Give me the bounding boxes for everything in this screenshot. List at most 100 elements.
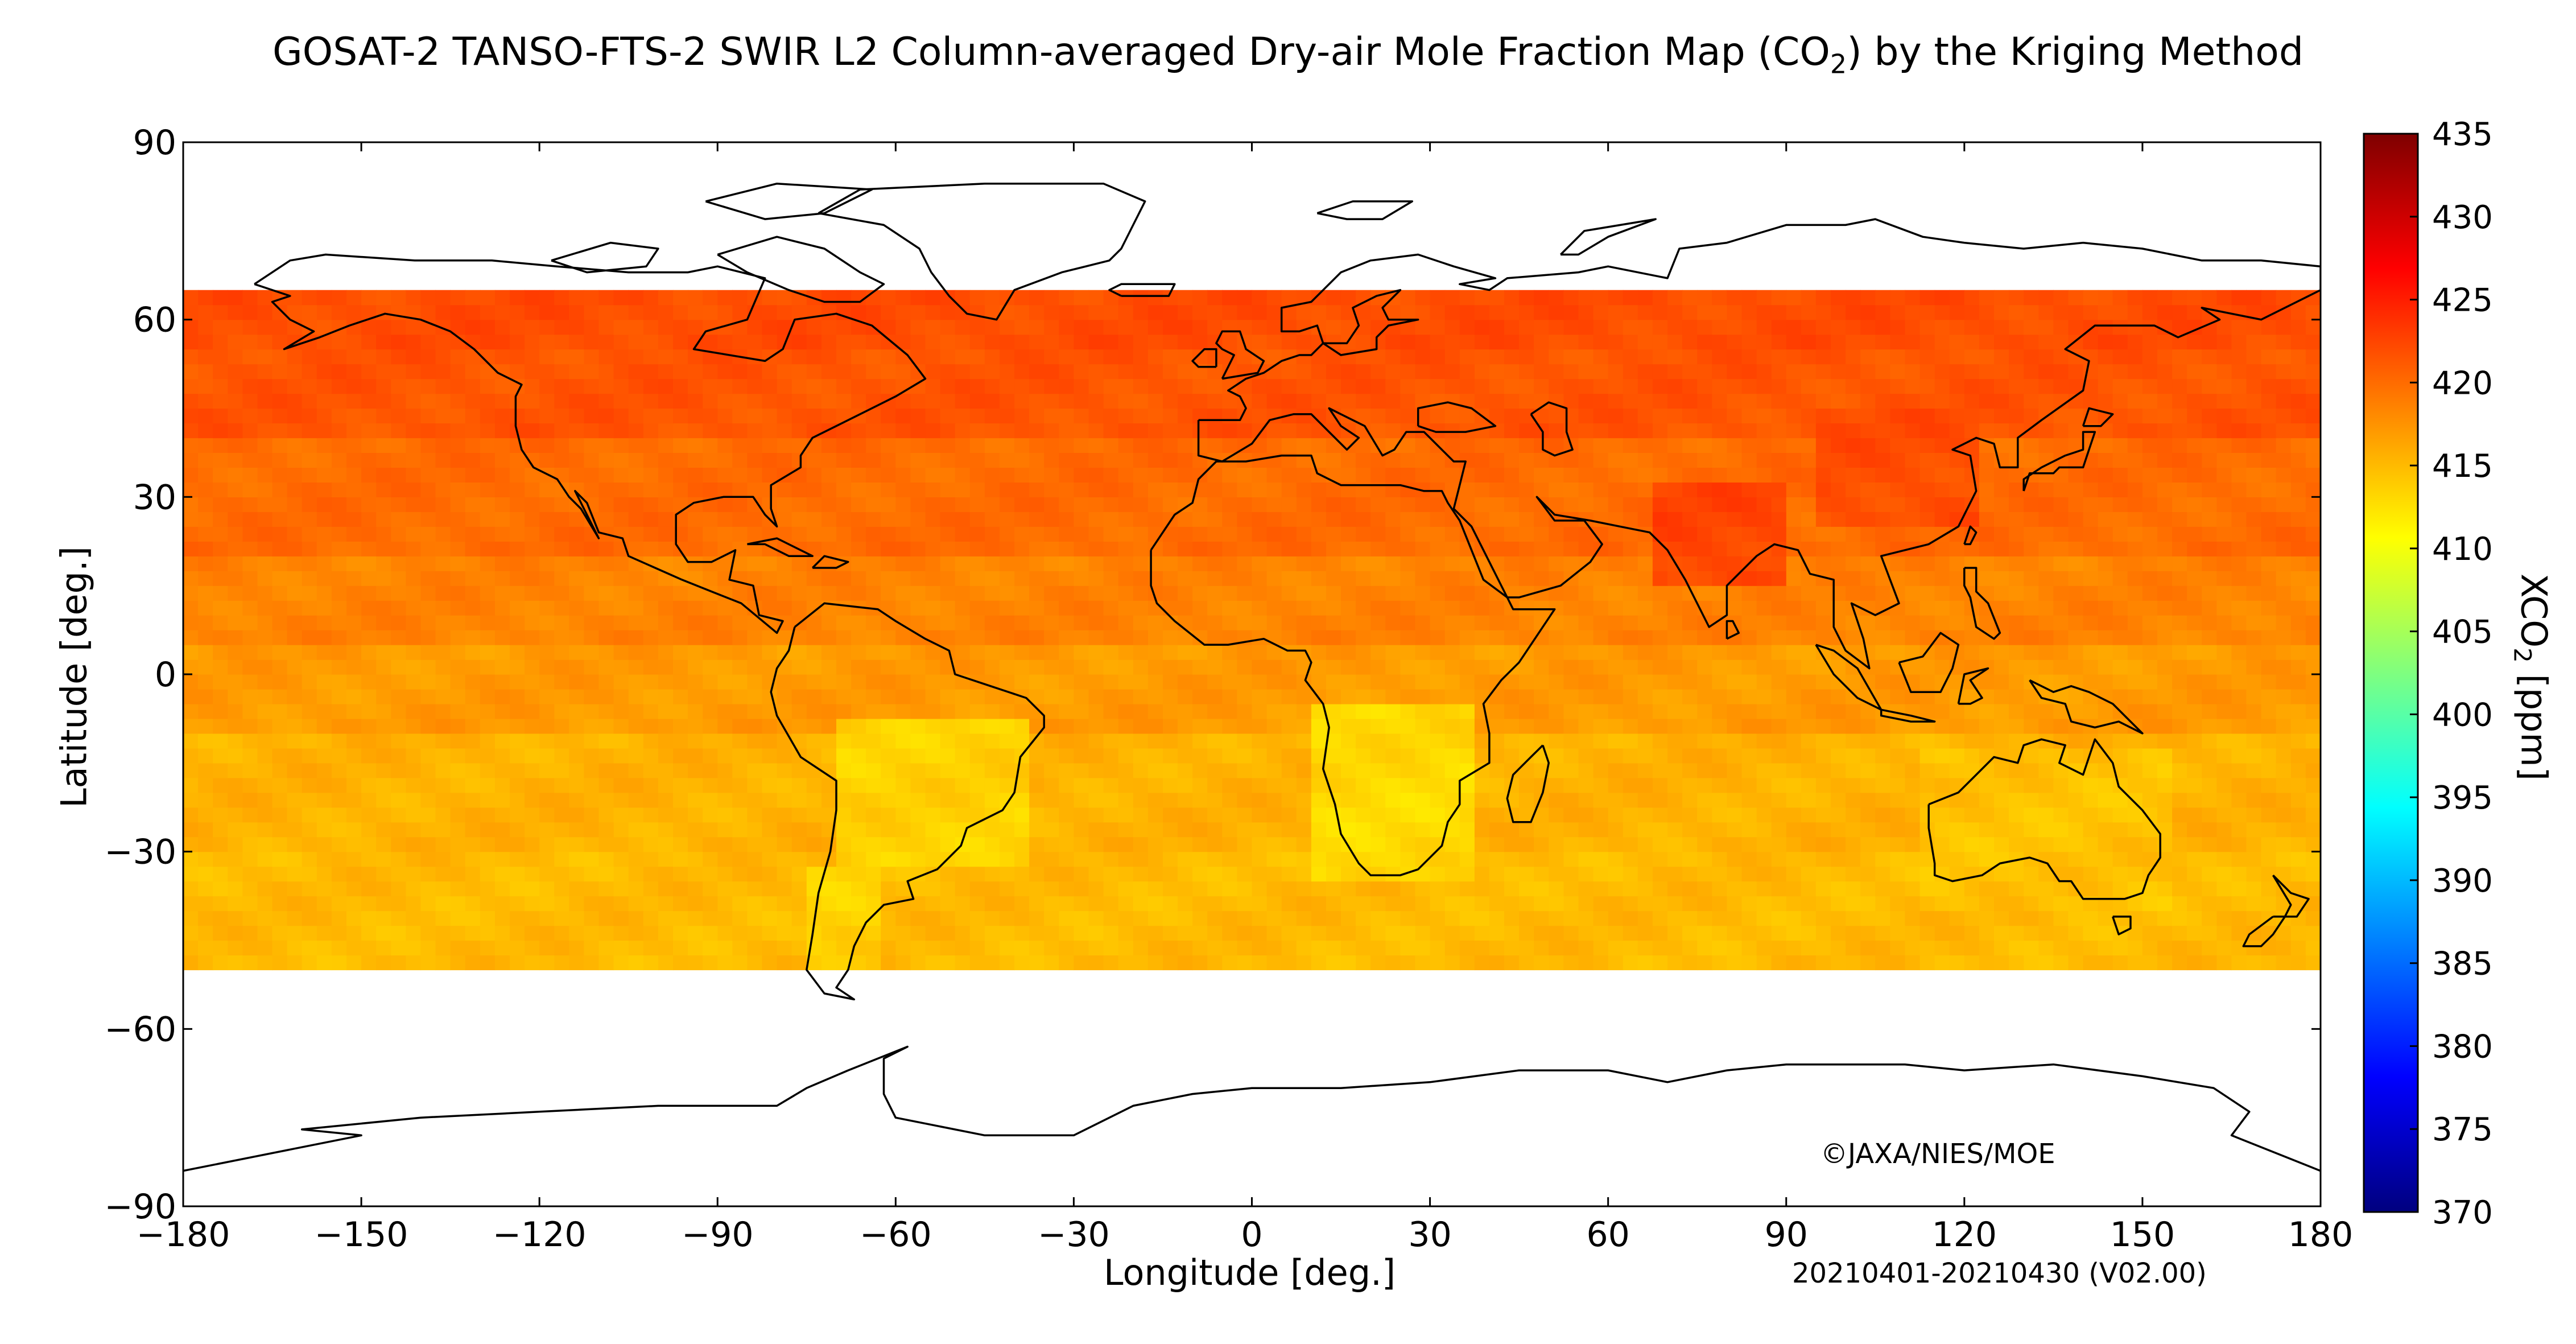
heatmap-cell [2276, 659, 2292, 675]
heatmap-cell [1563, 689, 1579, 704]
heatmap-cell [554, 526, 569, 542]
heatmap-cell [955, 925, 971, 941]
heatmap-cell [1207, 955, 1223, 971]
heatmap-cell [2290, 836, 2306, 852]
heatmap-cell [2172, 556, 2187, 571]
heatmap-cell [673, 600, 688, 616]
heatmap-cell [480, 881, 496, 897]
heatmap-cell [2098, 762, 2113, 778]
heatmap-cell [1771, 910, 1787, 926]
heatmap-cell [688, 807, 703, 823]
heatmap-cell [465, 571, 481, 586]
heatmap-cell [1994, 674, 2009, 690]
heatmap-cell [331, 777, 347, 793]
heatmap-cell [2157, 467, 2173, 483]
heatmap-cell [554, 541, 569, 556]
heatmap-cell [1771, 866, 1787, 882]
heatmap-cell [1682, 718, 1698, 734]
heatmap-cell [1786, 807, 1802, 823]
heatmap-cell [272, 571, 288, 586]
heatmap-cell [1741, 586, 1757, 601]
heatmap-cell [1697, 925, 1712, 941]
heatmap-cell [806, 526, 822, 542]
heatmap-cell [2142, 512, 2158, 527]
heatmap-cell [2216, 630, 2232, 645]
heatmap-cell [1222, 955, 1237, 971]
heatmap-cell [1846, 482, 1861, 497]
heatmap-cell [688, 733, 703, 749]
heatmap-cell [2009, 866, 2024, 882]
heatmap-cell [539, 896, 555, 912]
heatmap-cell [525, 822, 540, 838]
heatmap-cell [1415, 703, 1431, 719]
heatmap-cell [895, 556, 911, 571]
heatmap-cell [628, 452, 644, 468]
heatmap-cell [1059, 703, 1074, 719]
heatmap-cell [1014, 866, 1030, 882]
heatmap-cell [1430, 733, 1446, 749]
heatmap-cell [1415, 467, 1431, 483]
heatmap-cell [1563, 777, 1579, 793]
heatmap-cell [2187, 955, 2202, 971]
heatmap-cell [1326, 512, 1341, 527]
heatmap-cell [1296, 866, 1312, 882]
heatmap-cell [717, 762, 733, 778]
heatmap-cell [435, 718, 451, 734]
heatmap-cell [1964, 733, 1980, 749]
heatmap-cell [1667, 674, 1683, 690]
heatmap-cell [1712, 718, 1727, 734]
heatmap-cell [2231, 482, 2247, 497]
heatmap-cell [2157, 512, 2173, 527]
heatmap-cell [2202, 866, 2217, 882]
heatmap-cell [1192, 925, 1208, 941]
heatmap-cell [2112, 881, 2128, 897]
heatmap-cell [450, 733, 466, 749]
heatmap-cell [2024, 940, 2039, 956]
heatmap-cell [895, 792, 911, 808]
heatmap-cell [1385, 556, 1401, 571]
heatmap-cell [2290, 777, 2306, 793]
heatmap-cell [525, 645, 540, 660]
heatmap-cell [1815, 718, 1831, 734]
heatmap-cell [658, 733, 674, 749]
heatmap-cell [1934, 940, 1950, 956]
heatmap-cell [1712, 881, 1727, 897]
heatmap-cell [1415, 497, 1431, 512]
heatmap-cell [984, 910, 1000, 926]
heatmap-cell [851, 659, 866, 675]
heatmap-cell [1771, 497, 1787, 512]
heatmap-cell [1266, 556, 1282, 571]
heatmap-cell [955, 497, 971, 512]
heatmap-cell [955, 807, 971, 823]
heatmap-cell [1192, 541, 1208, 556]
heatmap-cell [2290, 748, 2306, 764]
heatmap-cell [198, 615, 213, 630]
heatmap-cell [1964, 836, 1980, 852]
heatmap-cell [658, 630, 674, 645]
heatmap-cell [955, 645, 971, 660]
heatmap-cell [747, 571, 763, 586]
heatmap-cell [628, 762, 644, 778]
heatmap-cell [346, 822, 362, 838]
heatmap-cell [1727, 822, 1743, 838]
heatmap-cell [1697, 689, 1712, 704]
heatmap-cell [1341, 762, 1356, 778]
heatmap-cell [1014, 807, 1030, 823]
heatmap-cell [1608, 718, 1624, 734]
heatmap-cell [1682, 851, 1698, 867]
heatmap-cell [1682, 526, 1698, 542]
heatmap-cell [2009, 482, 2024, 497]
heatmap-cell [1875, 482, 1890, 497]
heatmap-cell [1415, 512, 1431, 527]
heatmap-cell [1207, 630, 1223, 645]
heatmap-cell [895, 703, 911, 719]
heatmap-cell [643, 851, 659, 867]
heatmap-cell [450, 615, 466, 630]
heatmap-cell [1296, 497, 1312, 512]
heatmap-cell [569, 910, 584, 926]
heatmap-cell [1044, 925, 1059, 941]
heatmap-cell [1103, 866, 1119, 882]
heatmap-cell [1192, 748, 1208, 764]
heatmap-cell [1192, 571, 1208, 586]
heatmap-cell [1771, 467, 1787, 483]
